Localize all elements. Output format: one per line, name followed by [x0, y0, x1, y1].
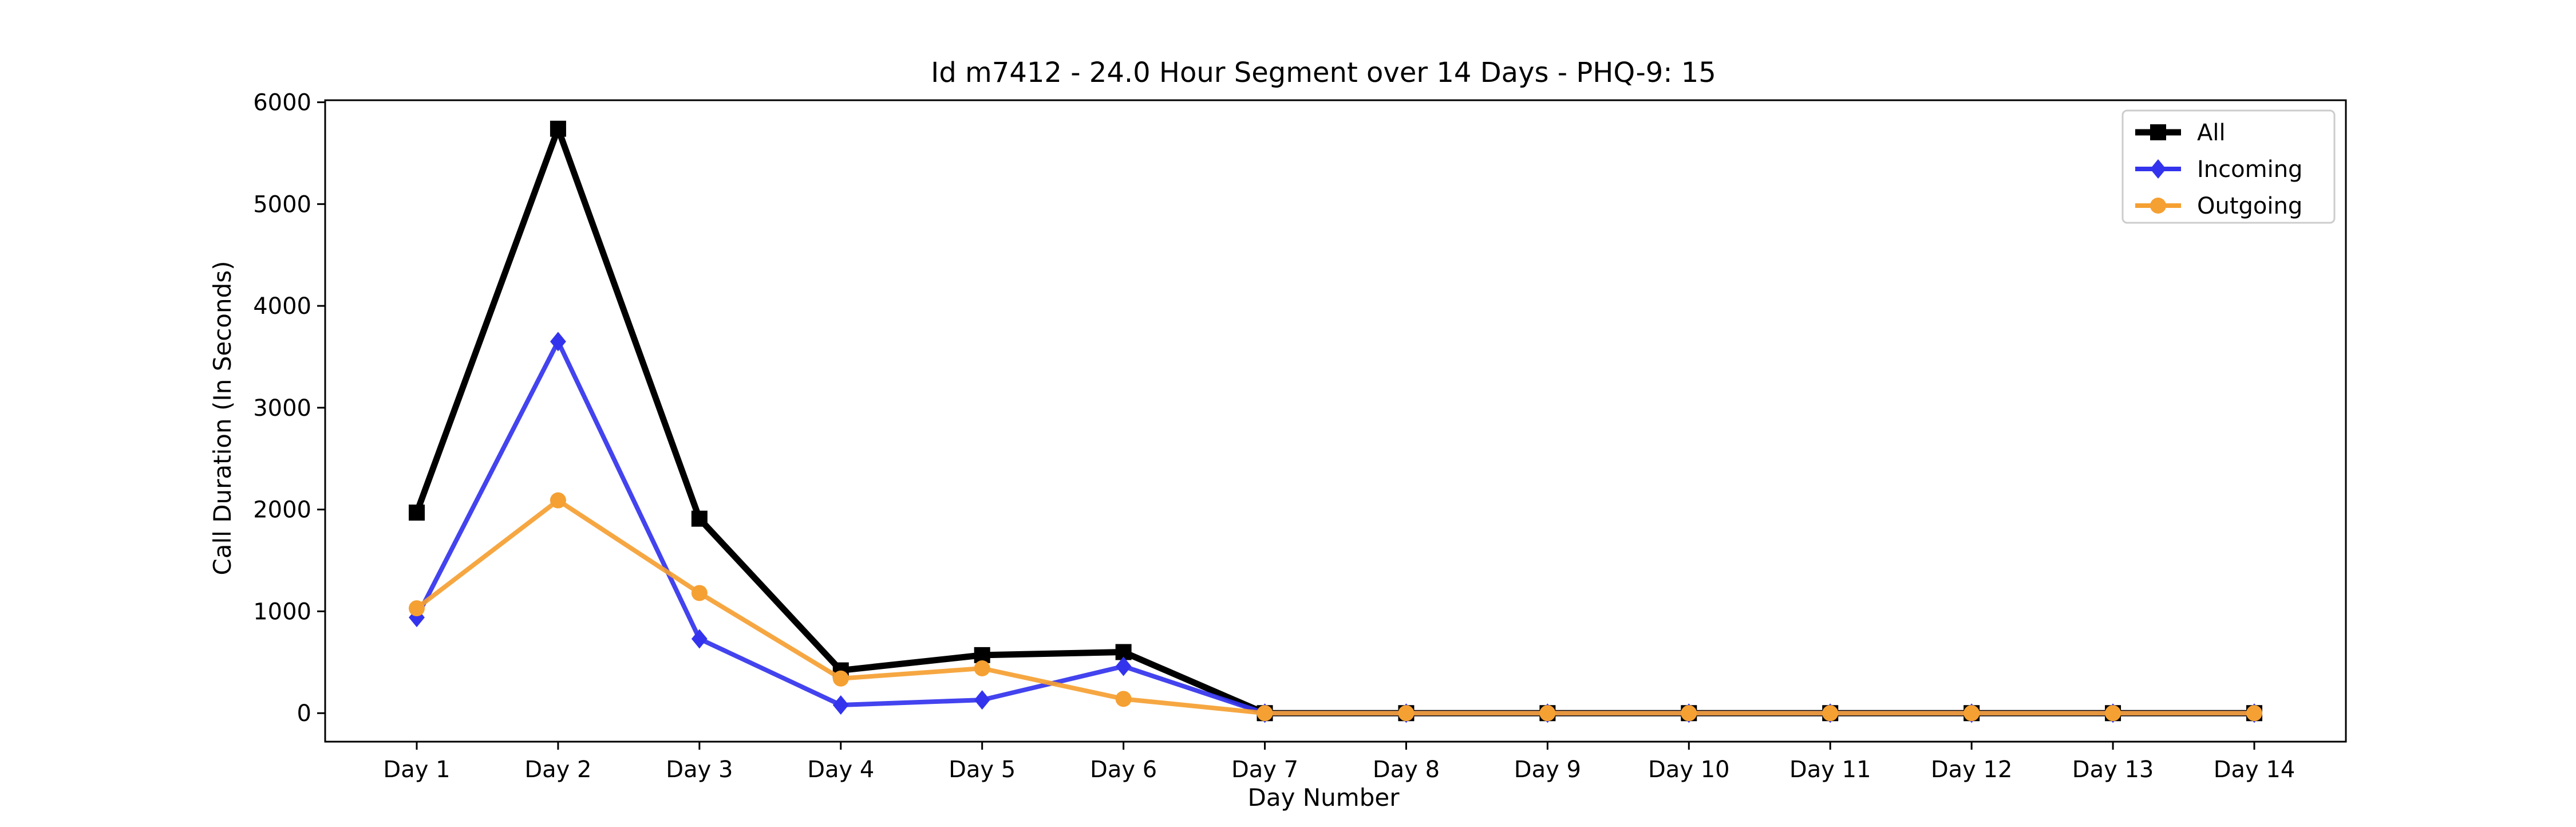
x-tick-label: Day 12 — [1931, 757, 2013, 783]
data-point-incoming — [832, 695, 849, 715]
legend-marker — [2150, 159, 2166, 179]
x-tick-label: Day 9 — [1514, 757, 1581, 783]
y-tick-label: 0 — [297, 700, 311, 727]
x-tick-label: Day 10 — [1648, 757, 1730, 783]
data-point-incoming — [1115, 656, 1132, 676]
plot-frame — [324, 99, 2347, 743]
legend-item-all: All — [2135, 120, 2226, 146]
legend-marker — [2150, 124, 2166, 140]
data-point-outgoing — [1822, 705, 1839, 722]
x-tick-label: Day 4 — [807, 757, 874, 783]
y-axis-label: Call Duration (In Seconds) — [208, 261, 236, 575]
data-point-all — [409, 505, 425, 521]
data-point-outgoing — [550, 492, 566, 509]
series-layer — [409, 120, 2262, 723]
y-tick-label: 3000 — [253, 395, 311, 422]
data-point-incoming — [974, 690, 990, 710]
legend-label: All — [2197, 120, 2226, 146]
y-tick-label: 5000 — [253, 191, 311, 218]
legend-label: Incoming — [2197, 156, 2302, 183]
legend-marker — [2150, 198, 2166, 214]
y-tick-label: 1000 — [253, 598, 311, 625]
y-tick-label: 4000 — [253, 293, 311, 320]
x-tick-label: Day 5 — [949, 757, 1016, 783]
legend-box — [2121, 109, 2336, 224]
data-point-outgoing — [2246, 705, 2262, 722]
x-tick-label: Day 1 — [383, 757, 450, 783]
legend-item-outgoing: Outgoing — [2135, 193, 2302, 219]
x-tick-label: Day 3 — [666, 757, 733, 783]
data-point-outgoing — [1539, 705, 1556, 722]
data-point-all — [550, 120, 566, 137]
data-point-outgoing — [1257, 705, 1273, 722]
data-point-outgoing — [691, 585, 708, 601]
data-point-incoming — [550, 332, 566, 352]
data-point-all — [691, 510, 708, 527]
y-tick-label: 2000 — [253, 497, 311, 523]
y-tick-label: 6000 — [253, 90, 311, 116]
legend-item-incoming: Incoming — [2135, 156, 2302, 183]
data-point-outgoing — [1681, 705, 1697, 722]
x-tick-label: Day 8 — [1373, 757, 1440, 783]
x-axis-label: Day Number — [1247, 783, 1400, 812]
data-point-outgoing — [1115, 691, 1132, 707]
x-tick-label: Day 13 — [2072, 757, 2154, 783]
data-point-outgoing — [1398, 705, 1415, 722]
y-axis-ticks: 0 1000 2000 3000 4000 5000 6000 — [253, 90, 325, 727]
data-point-outgoing — [2105, 705, 2121, 722]
x-tick-label: Day 7 — [1231, 757, 1298, 783]
x-tick-label: Day 14 — [2214, 757, 2296, 783]
data-point-outgoing — [832, 670, 849, 687]
series-outgoing — [409, 492, 2262, 722]
data-point-outgoing — [974, 660, 990, 676]
legend-label: Outgoing — [2197, 193, 2302, 219]
x-tick-label: Day 11 — [1789, 757, 1871, 783]
x-axis-ticks: Day 1 Day 2 Day 3 Day 4 Day 5 Day 6 Day 7 Day 8… — [383, 742, 2295, 783]
x-tick-label: Day 6 — [1090, 757, 1157, 783]
data-point-outgoing — [409, 600, 425, 617]
data-point-outgoing — [1963, 705, 1980, 722]
series-line-outgoing — [415, 498, 2254, 716]
chart-title: Id m7412 - 24.0 Hour Segment over 14 Day… — [931, 57, 1716, 89]
data-point-incoming — [691, 629, 708, 649]
legend: All Incoming Outgoing — [2121, 109, 2336, 224]
x-tick-label: Day 2 — [524, 757, 591, 783]
